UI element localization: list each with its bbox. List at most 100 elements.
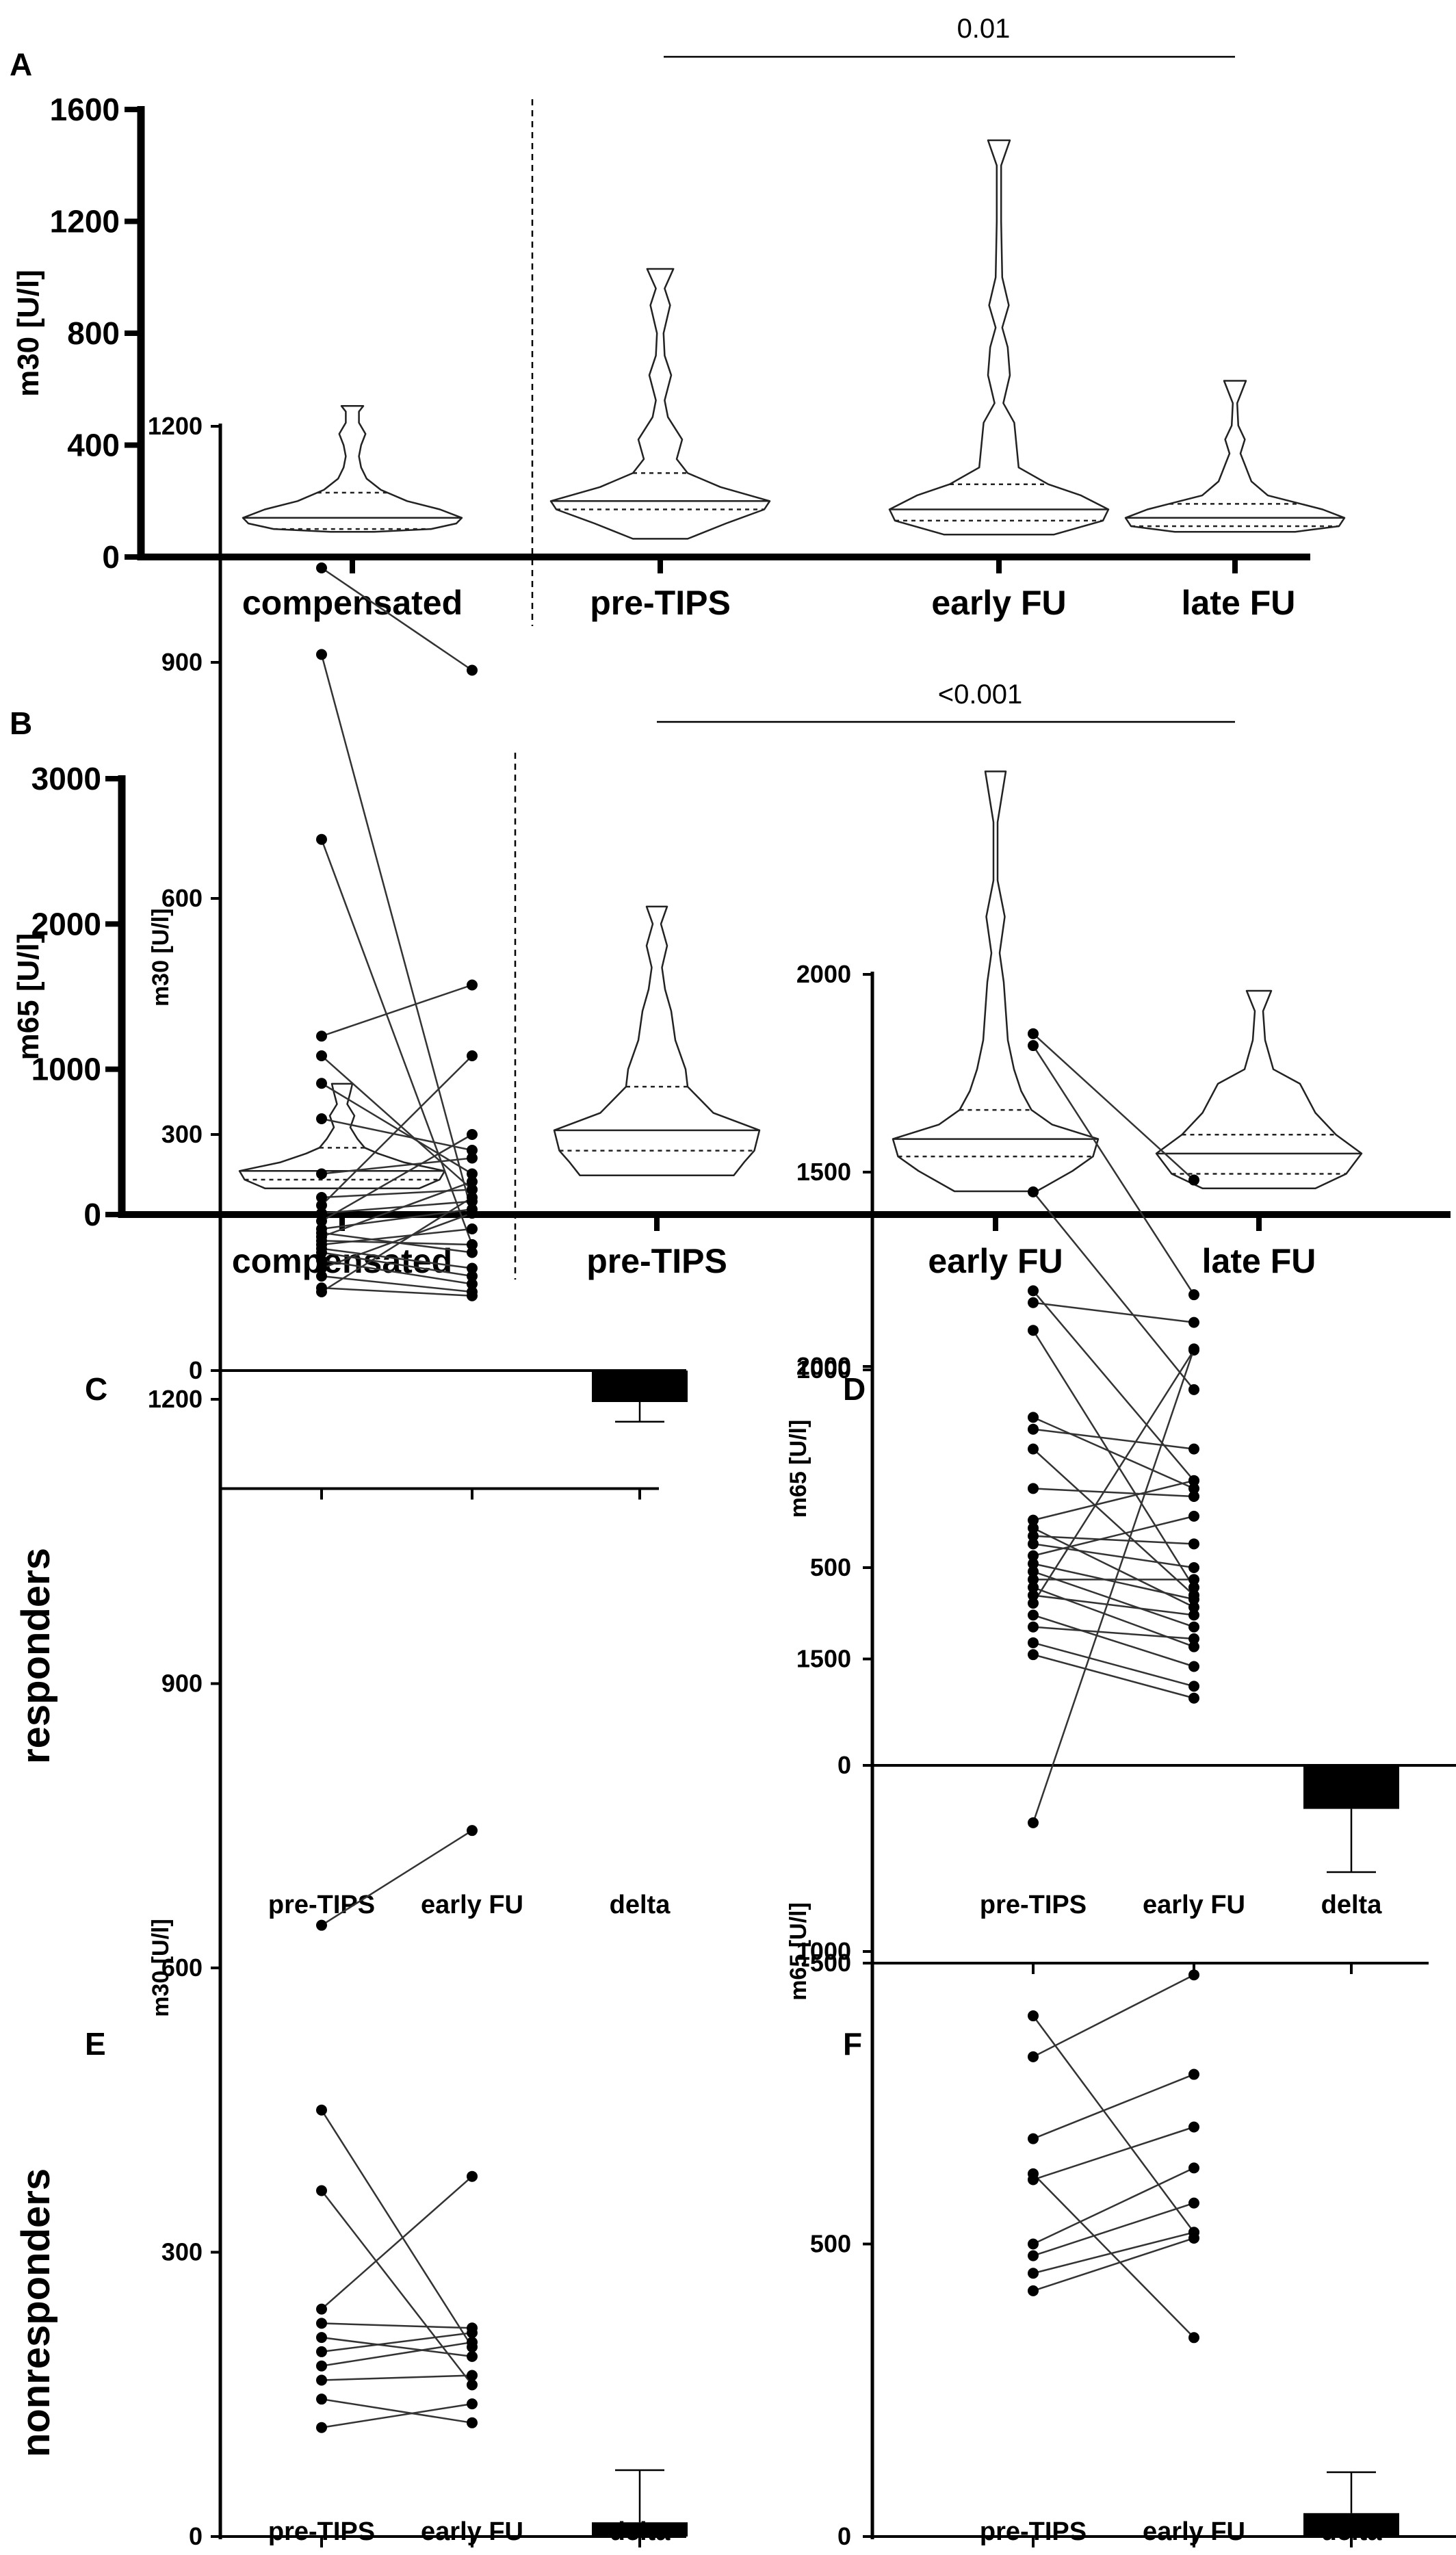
panel-c-x-category-label: early FU: [421, 1891, 523, 1919]
panel-e-pair-line: [321, 2322, 473, 2329]
panel-c-point-pre-tips: [316, 1192, 327, 1203]
panel-a-x-category-label: compensated: [242, 584, 463, 622]
panel-c-point-early-fu: [467, 1168, 478, 1180]
panel-c-point-early-fu: [467, 1192, 478, 1203]
panel-b-violin-4: [1155, 989, 1363, 1190]
panel-d-pair-line: [1032, 1594, 1195, 1616]
panel-c-pair-line: [321, 984, 473, 1037]
panel-d-point-pre-tips: [1028, 1574, 1039, 1585]
panel-e-pair-line: [321, 2341, 473, 2367]
panel-f-point-pre-tips: [1028, 2133, 1039, 2144]
panel-b-x-category-label: pre-TIPS: [586, 1242, 727, 1280]
panel-b-y-tick-label: 1000: [31, 1052, 101, 1087]
panel-e-point-early-fu: [467, 2398, 478, 2410]
panel-e-x-category-label: early FU: [421, 2517, 523, 2546]
panel-d-point-early-fu: [1188, 1384, 1199, 1395]
panel-c-point-pre-tips: [316, 833, 327, 845]
panel-c-pair-line: [321, 1055, 473, 1206]
panel-c-y-tick-label: 1200: [148, 412, 203, 440]
panel-f-y-tick-label: 0: [837, 2522, 851, 2550]
panel-d-point-pre-tips: [1028, 1325, 1039, 1336]
panel-d-point-pre-tips: [1028, 1443, 1039, 1455]
panel-d-point-early-fu: [1188, 1475, 1199, 1486]
panel-d-point-pre-tips: [1028, 1598, 1039, 1609]
panel-c-point-pre-tips: [316, 1199, 327, 1211]
panel-f-pair-line: [1032, 2231, 1195, 2274]
panel-d-point-early-fu: [1188, 1538, 1199, 1550]
panel-c-point-early-fu: [467, 1278, 478, 1290]
panel-d-pair-line: [1032, 1349, 1195, 1604]
panel-d-point-pre-tips: [1028, 1609, 1039, 1621]
panel-c-point-pre-tips: [316, 1113, 327, 1124]
panel-c-pair-line: [321, 1275, 473, 1293]
panel-e-pair-line: [321, 2190, 473, 2386]
panel-d-point-pre-tips: [1028, 1538, 1039, 1550]
panel-a-x-category-label: late FU: [1182, 584, 1296, 622]
panel-d-point-early-fu: [1188, 1490, 1199, 1502]
panel-c-pair-line: [321, 1251, 473, 1278]
panel-f-x-category-label: early FU: [1143, 2517, 1245, 2546]
panel-d-delta-bar: [1303, 1765, 1399, 1809]
panel-f-x-category-label: pre-TIPS: [980, 2517, 1087, 2546]
panel-f-y-tick-label: 2000: [796, 1352, 851, 1380]
panel-e-point-pre-tips: [316, 2104, 327, 2116]
panel-d-point-pre-tips: [1028, 1566, 1039, 1577]
panel-e-y-tick-label: 0: [189, 2522, 203, 2550]
panel-a-y-tick-label: 1200: [50, 204, 120, 239]
panel-d-point-pre-tips: [1028, 1297, 1039, 1308]
panel-c-pair-line: [321, 1287, 473, 1297]
panel-e-pair-line: [321, 1830, 473, 1926]
panel-e-pair-line: [321, 2374, 473, 2381]
panel-d-y-label: m65 [U/l]: [785, 1420, 811, 1518]
panel-c-point-pre-tips: [316, 1168, 327, 1180]
panel-d-point-early-fu: [1188, 1609, 1199, 1621]
panel-d-point-early-fu: [1188, 1641, 1199, 1652]
panel-e-x-category-label: pre-TIPS: [268, 2517, 375, 2546]
panel-d-pair-line: [1032, 1448, 1195, 1596]
panel-d-point-early-fu: [1188, 1594, 1199, 1605]
panel-e-delta-bar: [592, 2522, 688, 2537]
panel-e-letter: E: [85, 2026, 106, 2062]
panel-a-p-value: 0.01: [957, 14, 1011, 44]
panel-c-point-pre-tips: [316, 1262, 327, 1274]
panel-e-point-pre-tips: [316, 2374, 327, 2386]
panel-a-y-tick-label: 0: [102, 539, 120, 575]
panel-f-pair-line: [1032, 2015, 1195, 2233]
panel-e-point-early-fu: [467, 2337, 478, 2348]
panel-d-point-pre-tips: [1028, 1621, 1039, 1633]
panel-d-x-category-label: pre-TIPS: [980, 1891, 1087, 1919]
panel-e-point-pre-tips: [316, 2346, 327, 2357]
panel-d-y-tick-label: 0: [837, 1751, 851, 1779]
panel-e-point-early-fu: [467, 2370, 478, 2381]
panel-d-pair-line: [1032, 1330, 1195, 1588]
panel-b-y-label: m65 [U/l]: [12, 933, 45, 1061]
panel-d-pair-line: [1032, 1535, 1195, 1545]
panel-c-pair-line: [321, 1180, 473, 1238]
panel-d-point-early-fu: [1188, 1621, 1199, 1633]
panel-a-letter: A: [10, 47, 32, 82]
panel-c-y-tick-label: 600: [161, 884, 203, 912]
panel-f-point-early-fu: [1188, 2162, 1199, 2174]
panel-c-point-early-fu: [467, 664, 478, 676]
panel-c-y-tick-label: 900: [161, 648, 203, 676]
panel-d-pair-line: [1032, 1290, 1195, 1481]
panel-c-point-pre-tips: [316, 1247, 327, 1258]
panel-c-point-early-fu: [467, 1184, 478, 1195]
panel-c-point-early-fu: [467, 979, 478, 991]
panel-d-pair-line: [1032, 1428, 1195, 1450]
panel-c-point-pre-tips: [316, 1050, 327, 1061]
panel-d-pair-line: [1032, 1562, 1195, 1600]
panel-c-x-category-label: pre-TIPS: [268, 1891, 375, 1919]
panel-d-pair-line: [1032, 1033, 1195, 1181]
panel-e-point-early-fu: [467, 2350, 478, 2362]
panel-f-point-pre-tips: [1028, 2174, 1039, 2186]
panel-b-letter: B: [10, 705, 32, 741]
panel-d-pair-line: [1032, 1543, 1195, 1569]
panel-d-point-pre-tips: [1028, 1637, 1039, 1648]
panel-d-pair-line: [1032, 1626, 1195, 1640]
panel-d-point-pre-tips: [1028, 1590, 1039, 1601]
panel-c-pair-line: [321, 1247, 473, 1269]
panel-b-y-tick-label: 3000: [31, 761, 101, 796]
panel-d-pair-line: [1032, 1614, 1195, 1668]
